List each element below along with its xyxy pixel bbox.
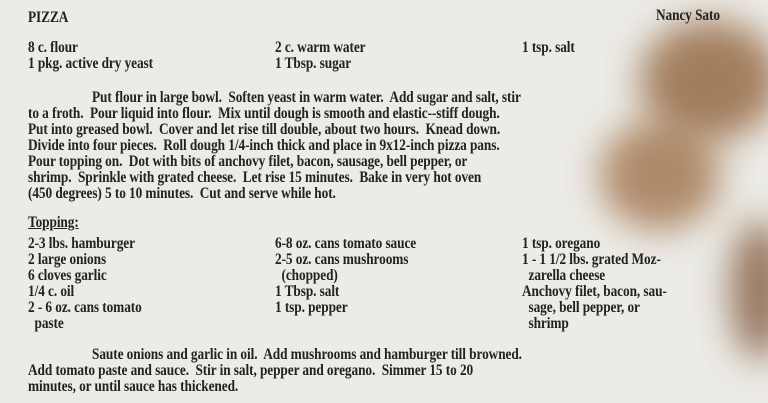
direction-line: minutes, or until sauce has thickened. [28,378,239,395]
ingredient: paste [28,315,64,332]
direction-line: Add tomato paste and sauce. Stir in salt… [28,362,474,379]
ingredient: 1 tsp. pepper [275,299,348,316]
ingredient: 1 tsp. oregano [522,235,601,252]
ingredient: 2 - 6 oz. cans tomato [28,299,142,316]
ingredient: 2-3 lbs. hamburger [28,235,135,252]
ingredient: 1 pkg. active dry yeast [28,55,154,72]
ingredient: 1/4 c. oil [28,283,75,300]
ingredient: 2 c. warm water [275,39,366,56]
direction-line: (450 degrees) 5 to 10 minutes. Cut and s… [28,185,336,202]
direction-line: Put flour in large bowl. Soften yeast in… [92,89,521,106]
ingredient: 1 Tbsp. salt [275,283,340,300]
ingredient: 1 tsp. salt [522,39,575,56]
ingredient: 1 Tbsp. sugar [275,55,352,72]
ingredient: 2-5 oz. cans mushrooms [275,251,409,268]
ingredient: 6 cloves garlic [28,267,107,284]
ingredient: 6-8 oz. cans tomato sauce [275,235,417,252]
ingredient: sage, bell pepper, or [522,299,640,316]
direction-line: Divide into four pieces. Roll dough 1/4-… [28,137,500,154]
ingredient: (chopped) [275,267,338,284]
direction-line: to a froth. Pour liquid into flour. Mix … [28,105,500,122]
direction-line: Put into greased bowl. Cover and let ris… [28,121,501,138]
direction-line: Saute onions and garlic in oil. Add mush… [92,346,522,363]
stain [730,220,768,360]
recipe-author: Nancy Sato [656,7,720,24]
direction-line: shrimp. Sprinkle with grated cheese. Let… [28,169,482,186]
ingredient: 1 - 1 1/2 lbs. grated Moz- [522,251,661,268]
ingredient: Anchovy filet, bacon, sau- [522,283,667,300]
ingredient: shrimp [522,315,569,332]
topping-heading: Topping: [28,214,79,231]
recipe-title: PIZZA [28,9,69,26]
direction-line: Pour topping on. Dot with bits of anchov… [28,153,468,170]
ingredient: 8 c. flour [28,39,78,56]
ingredient: 2 large onions [28,251,107,268]
ingredient: zarella cheese [522,267,606,284]
stain [600,120,720,230]
